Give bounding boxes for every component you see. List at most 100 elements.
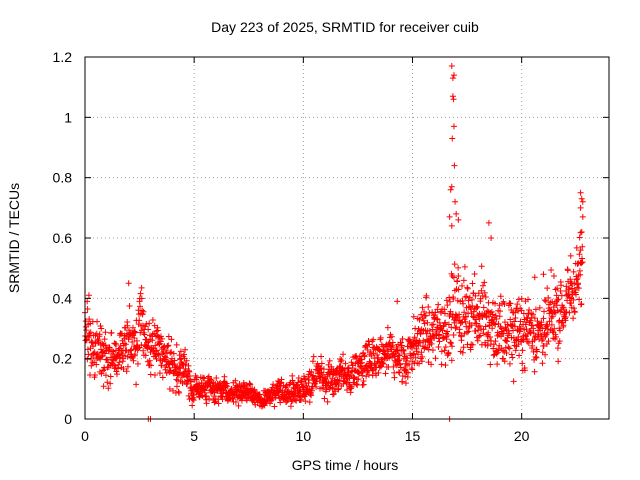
data-point [441, 347, 448, 354]
data-point [479, 282, 486, 289]
data-point [417, 331, 424, 338]
data-point [459, 297, 466, 304]
data-point [444, 302, 451, 309]
data-point [546, 318, 553, 325]
data-point [470, 308, 477, 315]
data-point [470, 313, 477, 320]
data-point [557, 327, 564, 334]
data-point [141, 331, 148, 338]
data-point [98, 370, 105, 377]
data-point [451, 261, 458, 268]
data-point [577, 271, 584, 278]
data-point [162, 347, 169, 354]
data-point [450, 96, 457, 103]
data-point [88, 362, 95, 369]
data-point [354, 382, 361, 389]
data-point [523, 326, 530, 333]
y-axis-tick-labels: 0 0.2 0.4 0.6 0.8 1 1.2 [53, 49, 73, 427]
data-point [421, 308, 428, 315]
data-point [309, 358, 316, 365]
data-point [453, 324, 460, 331]
data-point [419, 304, 426, 311]
data-point [232, 398, 239, 405]
data-point [570, 297, 577, 304]
data-point [533, 348, 540, 355]
data-point [566, 284, 573, 291]
chart-title: Day 223 of 2025, SRMTID for receiver cui… [211, 19, 479, 35]
data-point [186, 368, 193, 375]
data-point [297, 388, 304, 395]
data-point [481, 279, 488, 286]
data-point [397, 361, 404, 368]
data-point [463, 293, 470, 300]
data-point [455, 286, 462, 293]
x-tick-label: 0 [81, 428, 89, 444]
data-point [548, 321, 555, 328]
x-tick-label: 15 [405, 428, 421, 444]
data-point [84, 346, 91, 353]
data-point [539, 325, 546, 332]
data-point [215, 400, 222, 407]
data-point [381, 346, 388, 353]
data-point [478, 263, 485, 270]
data-point [187, 378, 194, 385]
data-point [492, 321, 499, 328]
data-point [348, 359, 355, 366]
data-point [295, 374, 302, 381]
data-point [506, 300, 513, 307]
data-point [413, 348, 420, 355]
data-point [489, 325, 496, 332]
data-point [494, 349, 501, 356]
data-point [85, 351, 92, 358]
data-point [348, 383, 355, 390]
data-point [313, 383, 320, 390]
y-tick-label: 1 [64, 109, 72, 125]
data-point [490, 345, 497, 352]
data-point [176, 389, 183, 396]
data-point [282, 383, 289, 390]
data-point [575, 285, 582, 292]
data-point [155, 352, 162, 359]
data-point [469, 341, 476, 348]
data-point [149, 316, 156, 323]
data-point [529, 322, 536, 329]
data-point [554, 297, 561, 304]
data-point [520, 337, 527, 344]
data-point [287, 403, 294, 410]
data-point [389, 339, 396, 346]
data-point [463, 329, 470, 336]
data-point [518, 295, 525, 302]
data-point [492, 338, 499, 345]
data-point [417, 339, 424, 346]
data-point [512, 314, 519, 321]
data-point [544, 285, 551, 292]
data-point [450, 72, 457, 79]
data-point [507, 316, 514, 323]
data-point [129, 324, 136, 331]
data-point [335, 380, 342, 387]
data-point [340, 351, 347, 358]
data-point [175, 369, 182, 376]
data-point [543, 323, 550, 330]
data-point [330, 391, 337, 398]
data-point [127, 347, 134, 354]
data-point [87, 329, 94, 336]
data-point [458, 337, 465, 344]
data-point [94, 350, 101, 357]
data-point [527, 329, 534, 336]
data-point [203, 392, 210, 399]
data-point [308, 392, 315, 399]
data-point [419, 353, 426, 360]
data-point [235, 402, 242, 409]
data-point [205, 373, 212, 380]
data-point [398, 342, 405, 349]
data-point [402, 366, 409, 373]
data-point [432, 309, 439, 316]
data-point [497, 308, 504, 315]
data-point [428, 321, 435, 328]
data-point [532, 353, 539, 360]
data-point [447, 186, 454, 193]
data-point [508, 351, 515, 358]
data-point [576, 234, 583, 241]
data-point [527, 317, 534, 324]
